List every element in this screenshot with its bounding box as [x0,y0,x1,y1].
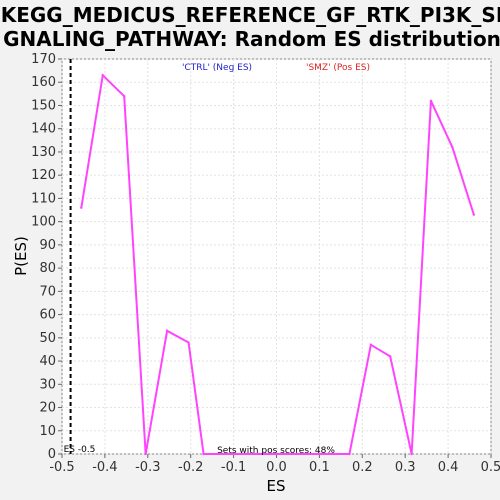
y-tick-label: 30 [39,377,56,392]
x-tick-label: 0.0 [266,460,287,475]
x-tick-label: -0.3 [135,460,160,475]
series-point [348,452,351,456]
series-point [410,452,413,456]
grid-lines [61,58,492,455]
y-tick-label: 60 [39,308,56,323]
y-tick-label: 160 [31,75,56,90]
y-tick-label: 20 [39,401,56,416]
y-tick-label: 130 [31,145,56,160]
y-tick-label: 70 [39,284,56,299]
y-tick-label: 80 [39,261,56,276]
legend-neg: 'CTRL' (Neg ES) [182,63,252,73]
y-tick-label: 170 [31,52,56,67]
legend-pos: 'SMZ' (Pos ES) [306,63,370,73]
series-point [80,206,83,209]
chart-title-line2: GNALING_PATHWAY: Random ES distribution [3,27,500,51]
y-tick-label: 90 [39,238,56,253]
y-axis-ticks: 0 10 20 30 40 50 60 70 80 90 100 110 120 130 140 150 160… [31,52,62,462]
x-tick-label: 0.3 [395,460,416,475]
x-tick-label: 0.2 [352,460,373,475]
x-tick-label: 0.5 [481,460,500,475]
x-axis-label: ES [267,477,286,495]
y-tick-label: 140 [31,122,56,137]
series-point [202,452,205,456]
series-point [472,213,476,216]
series-point [451,146,454,149]
x-tick-label: 0.1 [309,460,330,475]
y-tick-label: 100 [31,215,56,230]
series-point [187,341,190,344]
y-axis-label: P(ES) [12,236,30,276]
series-point [429,99,433,103]
series-points [80,74,476,456]
y-tick-label: 120 [31,168,56,183]
x-tick-label: -0.2 [178,460,203,475]
x-axis-ticks: -0.5 -0.4 -0.3 -0.2 -0.1 0.0 0.1 0.2 0.3 0.4 0.5 [49,454,500,475]
y-tick-label: 150 [31,98,56,113]
series-point [144,452,147,456]
y-tick-label: 0 [48,447,56,462]
footer-pos-scores: Sets with pos scores: 48% [217,446,335,456]
x-tick-label: -0.5 [49,460,74,475]
series-point [165,329,169,333]
series-point [123,94,126,98]
y-tick-label: 10 [39,424,56,439]
y-tick-label: 50 [39,331,56,346]
actual-es-label: ES -0.5 [64,445,96,455]
series-point [101,74,104,77]
x-tick-label: 0.4 [438,460,459,475]
series-point [369,343,373,346]
series-line [80,73,475,455]
x-tick-label: -0.4 [92,460,117,475]
y-tick-label: 110 [31,191,56,206]
x-tick-label: -0.1 [221,460,246,475]
series-point [388,355,392,358]
chart-title-line1: KEGG_MEDICUS_REFERENCE_GF_RTK_PI3K_SI [1,3,500,27]
y-tick-label: 40 [39,354,56,369]
